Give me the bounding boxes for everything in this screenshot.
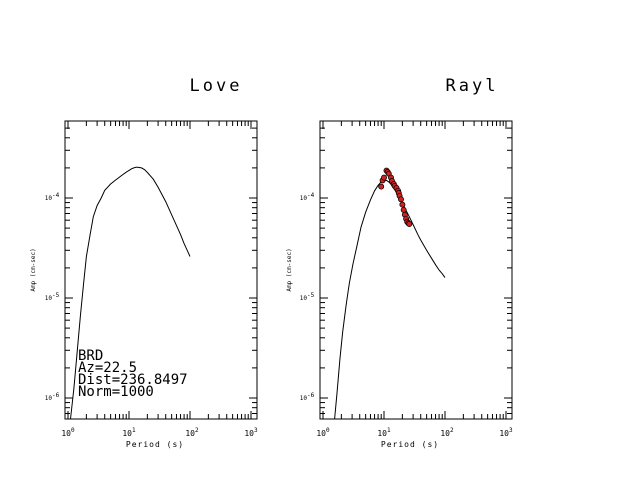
norm-annotation: Norm=1000 bbox=[78, 384, 154, 400]
azimuth-annotation: Az=22.5 bbox=[78, 360, 137, 376]
love-y-tick-label: 10-4 bbox=[45, 192, 60, 202]
rayl-y-tick-label: 10-6 bbox=[300, 392, 315, 402]
rayl-x-tick-label: 102 bbox=[440, 427, 454, 438]
love-x-tick-label: 102 bbox=[185, 427, 199, 438]
rayl-x-tick-label: 101 bbox=[377, 427, 391, 438]
rayl-data-point bbox=[381, 174, 387, 181]
love-x-axis-label: Period (s) bbox=[126, 440, 184, 449]
rayl-x-tick-labels: 100 101 102 103 bbox=[316, 427, 513, 438]
love-model-curve bbox=[70, 166, 191, 420]
rayl-data-point bbox=[378, 183, 385, 190]
rayl-tick-marks bbox=[320, 121, 512, 419]
love-x-tick-label: 103 bbox=[244, 427, 258, 438]
rayl-data-point bbox=[398, 196, 404, 203]
rayl-data-point bbox=[400, 206, 407, 213]
station-annotation: BRD bbox=[78, 348, 103, 364]
love-y-tick-labels: 10-4 10-5 10-6 bbox=[45, 192, 60, 402]
love-panel: Love 100 101 102 103 10-4 10-5 10-6 Peri… bbox=[30, 76, 258, 449]
love-tick-marks bbox=[65, 121, 257, 419]
love-annotations: BRD Az=22.5 Dist=236.8497 Norm=1000 bbox=[78, 348, 188, 400]
love-y-axis-label: Amp (cm-sec) bbox=[30, 248, 37, 291]
rayl-title: Rayl bbox=[446, 76, 499, 96]
love-plot-frame bbox=[64, 120, 258, 420]
rayl-x-axis-label: Period (s) bbox=[381, 440, 439, 449]
rayl-model-curve bbox=[334, 179, 446, 420]
rayl-y-axis-label: Amp (cm-sec) bbox=[286, 248, 293, 291]
rayl-data-point bbox=[399, 201, 406, 208]
love-x-tick-label: 101 bbox=[122, 427, 136, 438]
rayl-panel: Rayl 100 101 102 103 10-4 10-5 10-6 Peri… bbox=[286, 76, 513, 449]
love-x-tick-labels: 100 101 102 103 bbox=[61, 427, 258, 438]
rayl-y-tick-label: 10-4 bbox=[300, 192, 315, 202]
love-title: Love bbox=[190, 76, 243, 96]
love-y-tick-label: 10-5 bbox=[45, 292, 60, 302]
rayl-x-tick-label: 100 bbox=[316, 427, 330, 438]
rayl-data-point bbox=[406, 221, 413, 227]
rayl-series bbox=[334, 167, 446, 420]
rayl-x-tick-label: 103 bbox=[499, 427, 513, 438]
distance-annotation: Dist=236.8497 bbox=[78, 372, 188, 388]
rayl-plot-frame bbox=[319, 120, 513, 420]
love-y-tick-label: 10-6 bbox=[45, 392, 60, 402]
rayl-y-tick-labels: 10-4 10-5 10-6 bbox=[300, 192, 315, 402]
love-x-tick-label: 100 bbox=[61, 427, 75, 438]
love-series bbox=[70, 166, 191, 420]
rayl-y-tick-label: 10-5 bbox=[300, 292, 315, 302]
